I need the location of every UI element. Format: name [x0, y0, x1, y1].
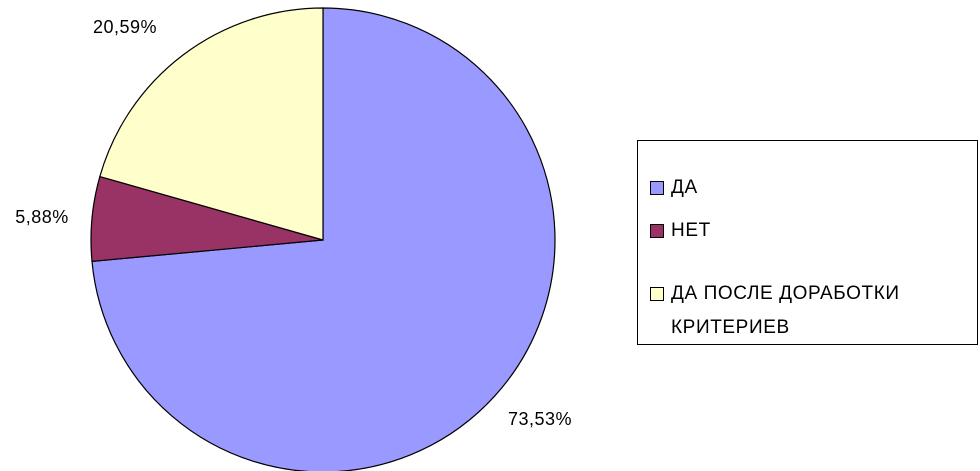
legend-label: НЕТ — [671, 220, 711, 241]
legend-entry: ДА ПОСЛЕ ДОРАБОТКИ КРИТЕРИЕВ — [650, 277, 962, 345]
legend-swatch — [650, 224, 664, 238]
legend: ДА НЕТ ДА ПОСЛЕ ДОРАБОТКИ КРИТЕРИЕВ — [637, 140, 978, 345]
data-label: 20,59% — [93, 17, 157, 37]
legend-swatch — [650, 181, 664, 195]
data-label: 73,53% — [508, 409, 572, 429]
legend-label: ДА ПОСЛЕ ДОРАБОТКИ КРИТЕРИЕВ — [671, 283, 900, 338]
legend-label: ДА — [671, 177, 698, 198]
legend-entry: ДА — [650, 171, 962, 205]
data-label: 5,88% — [15, 207, 69, 227]
pie-slice — [99, 7, 324, 241]
legend-entry: НЕТ — [650, 214, 962, 248]
legend-swatch — [650, 287, 664, 301]
